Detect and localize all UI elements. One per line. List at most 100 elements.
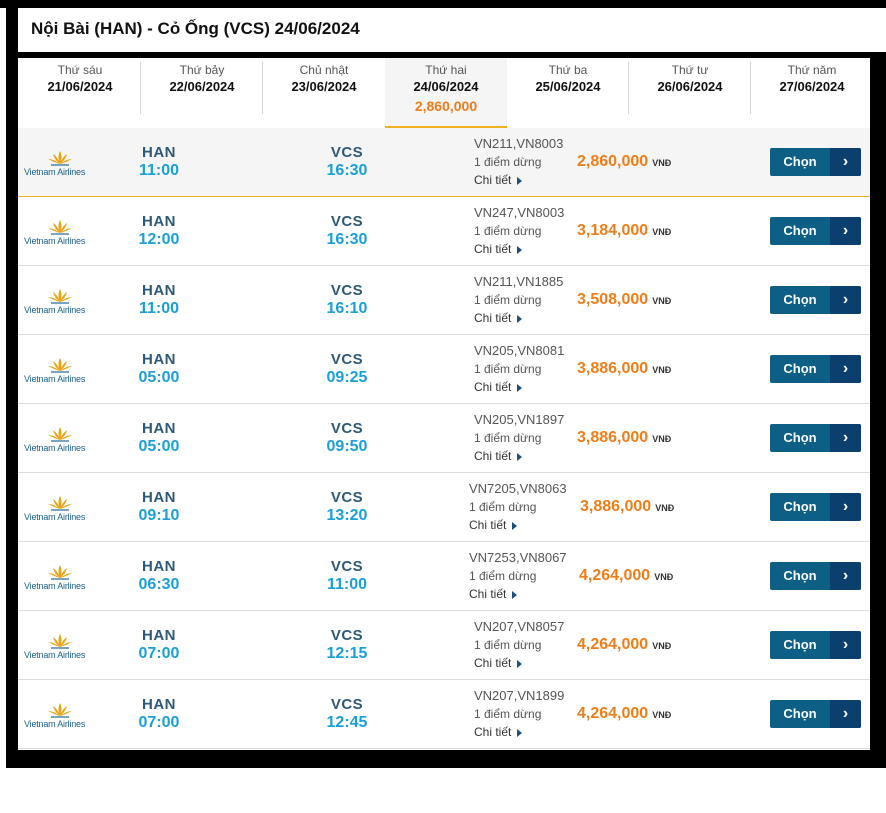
select-button-label: Chọn (783, 568, 817, 583)
details-link[interactable]: Chi tiết (474, 242, 594, 256)
frame-strip (18, 52, 886, 58)
date-tab[interactable]: Thứ ba 25/06/2024 (507, 58, 629, 128)
flight-info: VN7253,VN8067 1 điểm dừng Chi tiết (469, 550, 589, 601)
caret-right-icon (517, 314, 523, 323)
select-flight-button[interactable]: Chọn › (770, 631, 861, 659)
details-label: Chi tiết (474, 173, 512, 187)
select-flight-button[interactable]: Chọn › (770, 148, 861, 176)
departure-time: 09:10 (138, 507, 180, 524)
date-tab[interactable]: Chủ nhật 23/06/2024 (263, 58, 385, 128)
details-label: Chi tiết (474, 449, 512, 463)
date-tab[interactable]: Thứ năm 27/06/2024 (751, 58, 870, 128)
fare: 3,886,000 VNĐ (577, 429, 671, 447)
arrival: VCS 13:20 (302, 489, 392, 525)
date-tab[interactable]: Thứ sáu 21/06/2024 (19, 58, 141, 128)
tab-lowest-price: 2,860,000 (414, 98, 478, 114)
vietnam-airlines-logo-icon (48, 220, 72, 235)
date-tab[interactable]: Thứ bảy 22/06/2024 (141, 58, 263, 128)
departure-airport-code: HAN (142, 489, 176, 506)
select-flight-button[interactable]: Chọn › (770, 493, 861, 521)
airline-logo: Vietnam Airlines (24, 150, 94, 178)
arrival-time: 12:15 (326, 645, 368, 662)
departure-time: 12:00 (138, 231, 180, 248)
tab-separator (628, 62, 629, 114)
fare: 3,886,000 VNĐ (580, 498, 674, 516)
fare: 4,264,000 VNĐ (579, 567, 673, 585)
arrival-time: 09:50 (326, 438, 368, 455)
flight-row: Vietnam Airlines HAN 12:00 VCS 16:30 VN247,VN… (18, 197, 870, 266)
details-link[interactable]: Chi tiết (474, 656, 594, 670)
arrival-time: 16:10 (326, 300, 368, 317)
flight-row: Vietnam Airlines HAN 09:10 VCS 13:20 VN7205,V… (18, 473, 870, 542)
tab-day-name: Thứ sáu (57, 63, 103, 77)
flight-row: Vietnam Airlines HAN 06:30 VCS 11:00 VN7253,V… (18, 542, 870, 611)
flight-numbers: VN7205,VN8063 (469, 481, 567, 496)
caret-right-icon (517, 728, 523, 737)
chevron-right-icon: › (830, 148, 861, 176)
date-tab[interactable]: Thứ hai 24/06/2024 2,860,000 (385, 58, 507, 128)
tab-date: 26/06/2024 (657, 79, 723, 94)
select-flight-button[interactable]: Chọn › (770, 424, 861, 452)
arrival-time: 11:00 (326, 576, 368, 593)
details-link[interactable]: Chi tiết (474, 449, 594, 463)
arrival-airport-code: VCS (330, 213, 364, 230)
select-flight-button[interactable]: Chọn › (770, 562, 861, 590)
fare: 3,184,000 VNĐ (577, 222, 671, 240)
departure-airport-code: HAN (142, 420, 176, 437)
details-link[interactable]: Chi tiết (474, 311, 594, 325)
select-flight-button[interactable]: Chọn › (770, 217, 861, 245)
stops-count: 1 điểm dừng (474, 155, 542, 169)
tab-separator (262, 62, 263, 114)
currency-label: VNĐ (655, 503, 675, 513)
select-flight-button[interactable]: Chọn › (770, 286, 861, 314)
details-link[interactable]: Chi tiết (469, 587, 589, 601)
vietnam-airlines-logo-icon (48, 289, 72, 304)
currency-label: VNĐ (652, 641, 672, 651)
airline-name: Vietnam Airlines (24, 650, 86, 660)
chevron-right-icon: › (830, 562, 861, 590)
fare-amount: 3,184,000 (577, 222, 649, 239)
airline-logo: Vietnam Airlines (24, 357, 94, 385)
departure: HAN 11:00 (114, 282, 204, 318)
select-button-label: Chọn (783, 637, 817, 652)
flight-row: Vietnam Airlines HAN 05:00 VCS 09:25 VN205,VN… (18, 335, 870, 404)
details-link[interactable]: Chi tiết (469, 518, 589, 532)
select-button-label: Chọn (783, 223, 817, 238)
stops-count: 1 điểm dừng (474, 224, 542, 238)
details-link[interactable]: Chi tiết (474, 380, 594, 394)
details-label: Chi tiết (474, 380, 512, 394)
arrival: VCS 09:25 (302, 351, 392, 387)
details-label: Chi tiết (474, 242, 512, 256)
flight-info: VN211,VN8003 1 điểm dừng Chi tiết (474, 136, 594, 187)
fare: 4,264,000 VNĐ (577, 636, 671, 654)
arrival: VCS 09:50 (302, 420, 392, 456)
flight-info: VN207,VN8057 1 điểm dừng Chi tiết (474, 619, 594, 670)
arrival: VCS 16:30 (302, 144, 392, 180)
details-link[interactable]: Chi tiết (474, 173, 594, 187)
caret-right-icon (517, 383, 523, 392)
currency-label: VNĐ (652, 296, 672, 306)
vietnam-airlines-logo-icon (48, 427, 72, 442)
tab-date: 25/06/2024 (535, 79, 601, 94)
flight-info: VN247,VN8003 1 điểm dừng Chi tiết (474, 205, 594, 256)
airline-name: Vietnam Airlines (24, 512, 86, 522)
details-link[interactable]: Chi tiết (474, 725, 594, 739)
select-button-label: Chọn (783, 361, 817, 376)
select-flight-button[interactable]: Chọn › (770, 355, 861, 383)
departure-time: 11:00 (138, 162, 180, 179)
currency-label: VNĐ (654, 572, 674, 582)
tab-date: 27/06/2024 (779, 79, 845, 94)
departure: HAN 06:30 (114, 558, 204, 594)
select-flight-button[interactable]: Chọn › (770, 700, 861, 728)
details-label: Chi tiết (474, 311, 512, 325)
date-tab[interactable]: Thứ tư 26/06/2024 (629, 58, 751, 128)
vietnam-airlines-logo-icon (48, 151, 72, 166)
chevron-right-icon: › (830, 286, 861, 314)
fare-amount: 3,886,000 (577, 360, 649, 377)
fare-amount: 3,886,000 (580, 498, 652, 515)
departure-time: 05:00 (138, 369, 180, 386)
departure-airport-code: HAN (142, 558, 176, 575)
caret-right-icon (517, 659, 523, 668)
tab-day-name: Thứ hai (425, 63, 467, 77)
caret-right-icon (517, 245, 523, 254)
